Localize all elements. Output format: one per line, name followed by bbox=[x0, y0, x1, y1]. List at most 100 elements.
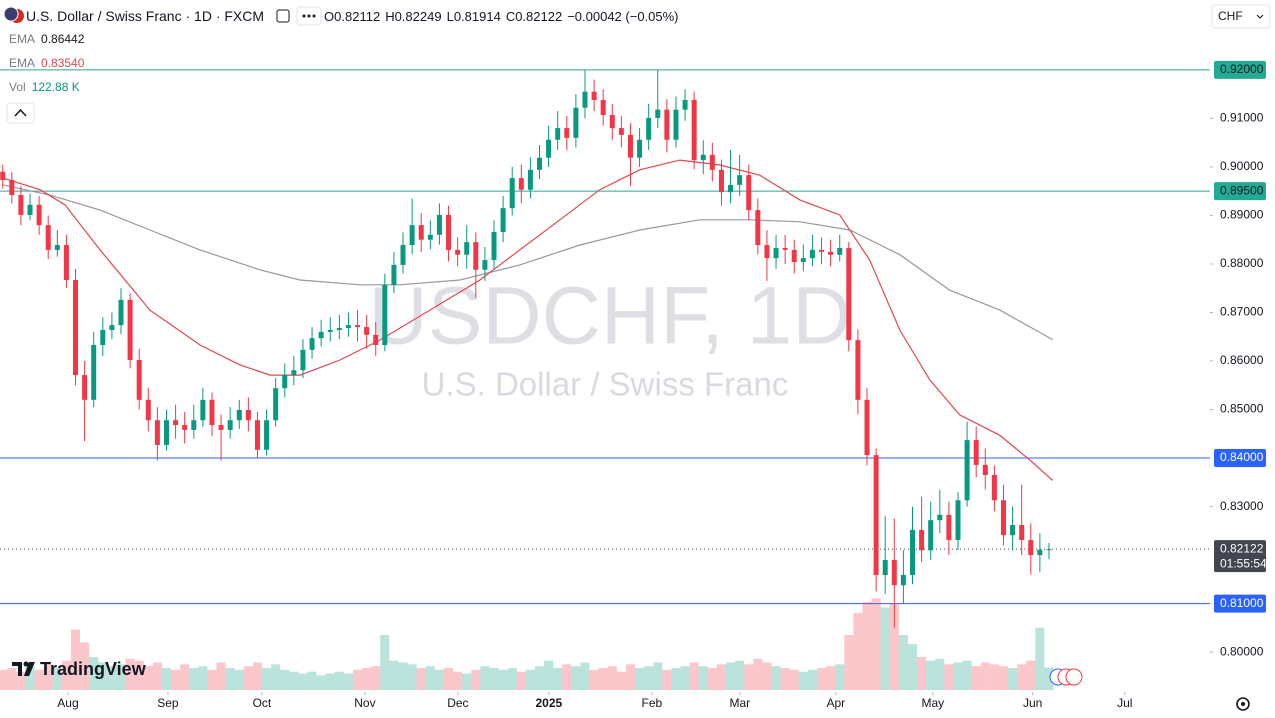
candle-body bbox=[364, 327, 370, 335]
volume-bar bbox=[707, 668, 717, 690]
volume-bar bbox=[771, 666, 781, 690]
volume-bar bbox=[698, 666, 708, 690]
candle-body bbox=[491, 231, 497, 261]
legend-value: 0.83540 bbox=[41, 56, 85, 70]
x-tick-label: Sep bbox=[157, 696, 179, 710]
volume-bar bbox=[316, 675, 326, 690]
candle-body bbox=[973, 440, 979, 465]
legend-name: EMA bbox=[9, 32, 36, 46]
volume-bar bbox=[835, 664, 845, 690]
countdown: 01:55:54 bbox=[1220, 556, 1267, 570]
candle-body bbox=[291, 370, 297, 376]
ohlc-change: −0.00042 (−0.05%) bbox=[567, 8, 679, 24]
volume-bar bbox=[534, 666, 545, 690]
candle-body bbox=[536, 157, 542, 170]
logo-mark bbox=[12, 662, 22, 676]
volume-bar bbox=[644, 666, 654, 690]
volume-bar bbox=[716, 664, 726, 690]
volume-bar bbox=[971, 666, 981, 690]
candle-body bbox=[400, 245, 406, 265]
candle-body bbox=[73, 279, 79, 376]
candle-body bbox=[191, 420, 197, 430]
symbol-title[interactable]: U.S. Dollar / Swiss Franc · 1D · FXCM bbox=[26, 8, 265, 24]
candle-body bbox=[791, 249, 797, 263]
candle-body bbox=[764, 245, 770, 259]
candle-body bbox=[700, 154, 706, 161]
volume-bar bbox=[498, 669, 508, 690]
candle-body bbox=[473, 242, 479, 270]
candle-body bbox=[609, 115, 615, 129]
volume-bar bbox=[16, 671, 26, 690]
candle-body bbox=[382, 284, 388, 345]
candle-body bbox=[327, 329, 333, 332]
volume-bar bbox=[352, 669, 363, 690]
y-tick-label: 0.89000 bbox=[1220, 208, 1264, 222]
volume-bar bbox=[735, 660, 745, 690]
ohlc-value: 0.82112 bbox=[334, 8, 381, 24]
candle-body bbox=[982, 464, 988, 476]
more-button[interactable] bbox=[296, 4, 322, 28]
volume-bar bbox=[152, 662, 162, 690]
candle-body bbox=[109, 325, 115, 330]
candle-body bbox=[300, 349, 306, 371]
event-icon[interactable] bbox=[1065, 668, 1083, 686]
candle-body bbox=[446, 214, 452, 250]
volume-bar bbox=[680, 666, 690, 690]
candle-body bbox=[1028, 540, 1034, 556]
candle-body bbox=[846, 247, 852, 341]
volume-bar bbox=[826, 666, 836, 690]
candle-body bbox=[809, 249, 815, 259]
candle-body bbox=[309, 338, 315, 350]
ohlc-value: 0.82249 bbox=[394, 8, 442, 24]
collapse-button[interactable] bbox=[6, 102, 35, 124]
volume-bar bbox=[516, 671, 526, 690]
settings-button[interactable] bbox=[1241, 702, 1245, 706]
volume-bar bbox=[289, 671, 299, 690]
currency[interactable]: CHF bbox=[1218, 9, 1243, 23]
volume-bar bbox=[926, 660, 936, 690]
ohlc-value: 0.82122 bbox=[515, 8, 563, 24]
volume-bar bbox=[544, 660, 554, 690]
volume-bar bbox=[25, 666, 35, 690]
candle-body bbox=[691, 99, 697, 161]
logo-mark bbox=[24, 662, 35, 676]
currency-button[interactable] bbox=[1211, 4, 1271, 29]
y-tick-label: 0.87000 bbox=[1220, 305, 1264, 319]
level-label-bg bbox=[1214, 182, 1266, 201]
candle-body bbox=[100, 329, 106, 345]
settings-button[interactable] bbox=[1236, 697, 1250, 711]
candle-body bbox=[746, 175, 752, 211]
volume-bar bbox=[1026, 660, 1036, 690]
eye-icon[interactable] bbox=[272, 4, 296, 28]
volume-bar bbox=[98, 662, 108, 690]
volume-bar bbox=[471, 669, 481, 690]
candle-body bbox=[655, 109, 661, 118]
collapse-icon bbox=[14, 108, 27, 117]
candle-body bbox=[336, 328, 342, 330]
candle-body bbox=[227, 420, 233, 430]
candle-body bbox=[682, 99, 688, 110]
volume-bar bbox=[962, 660, 972, 690]
candle-body bbox=[646, 117, 652, 140]
volume-bar bbox=[380, 635, 390, 690]
candle-body bbox=[36, 204, 42, 226]
candle-body bbox=[409, 225, 415, 246]
y-tick-label: 0.88000 bbox=[1220, 256, 1264, 270]
symbol-header: U.S. Dollar / Swiss Franc · 1D · FXCM O … bbox=[0, 4, 685, 28]
candle-body bbox=[27, 204, 33, 215]
volume-bar bbox=[298, 673, 308, 690]
volume-bar bbox=[389, 660, 399, 690]
volume-bar bbox=[243, 666, 253, 690]
ohlc-label: L bbox=[446, 8, 454, 24]
volume-bar bbox=[989, 664, 999, 690]
volume-bar bbox=[898, 635, 908, 690]
candle-body bbox=[91, 345, 97, 400]
x-tick-label: Jul bbox=[1117, 696, 1132, 710]
volume-bar bbox=[944, 664, 954, 690]
x-tick-label: 2025 bbox=[536, 696, 563, 710]
candle-body bbox=[864, 399, 870, 456]
candle-body bbox=[355, 325, 361, 328]
candle-body bbox=[819, 249, 825, 252]
volume-bar bbox=[689, 662, 699, 690]
candle-body bbox=[254, 420, 260, 450]
